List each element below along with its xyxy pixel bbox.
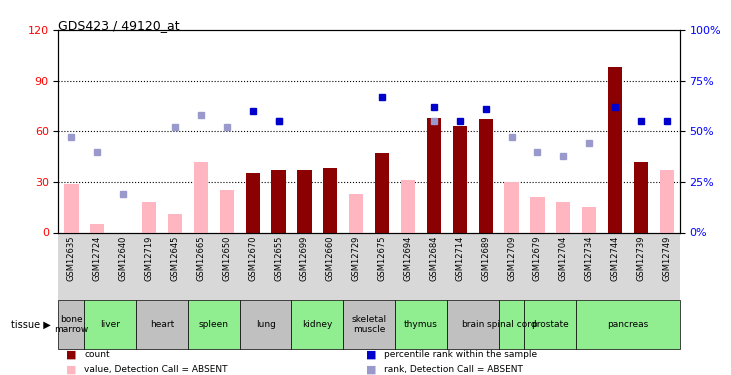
- Bar: [349, 194, 363, 232]
- Bar: [660, 170, 674, 232]
- Bar: [452, 126, 467, 232]
- Text: brain: brain: [461, 320, 485, 329]
- Text: spinal cord: spinal cord: [487, 320, 537, 329]
- Text: lung: lung: [256, 320, 276, 329]
- Bar: [401, 180, 415, 232]
- Text: count: count: [84, 350, 110, 359]
- Bar: [90, 224, 105, 232]
- Text: pancreas: pancreas: [607, 320, 648, 329]
- Bar: [64, 184, 78, 232]
- Text: ■: ■: [66, 364, 76, 374]
- Bar: [375, 153, 389, 232]
- Text: heart: heart: [150, 320, 174, 329]
- Bar: [479, 119, 493, 232]
- Text: skeletal
muscle: skeletal muscle: [352, 315, 387, 334]
- Bar: [530, 197, 545, 232]
- Bar: [168, 214, 182, 232]
- Text: liver: liver: [100, 320, 121, 329]
- Text: prostate: prostate: [531, 320, 569, 329]
- Bar: [194, 162, 208, 232]
- Bar: [504, 182, 519, 232]
- Bar: [219, 190, 234, 232]
- Bar: [142, 202, 156, 232]
- Text: ■: ■: [66, 350, 76, 359]
- Bar: [608, 67, 622, 232]
- Text: spleen: spleen: [199, 320, 229, 329]
- Text: ■: ■: [366, 350, 376, 359]
- Text: bone
marrow: bone marrow: [54, 315, 88, 334]
- Bar: [298, 170, 311, 232]
- Text: GDS423 / 49120_at: GDS423 / 49120_at: [58, 19, 180, 32]
- Text: value, Detection Call = ABSENT: value, Detection Call = ABSENT: [84, 365, 227, 374]
- Text: tissue ▶: tissue ▶: [12, 320, 51, 329]
- Bar: [323, 168, 338, 232]
- Bar: [246, 173, 260, 232]
- Text: kidney: kidney: [302, 320, 333, 329]
- Bar: [634, 162, 648, 232]
- Bar: [427, 118, 441, 232]
- Bar: [271, 170, 286, 232]
- Bar: [582, 207, 596, 232]
- Text: ■: ■: [366, 364, 376, 374]
- Text: thymus: thymus: [404, 320, 438, 329]
- Text: percentile rank within the sample: percentile rank within the sample: [384, 350, 537, 359]
- Bar: [556, 202, 570, 232]
- Text: rank, Detection Call = ABSENT: rank, Detection Call = ABSENT: [384, 365, 523, 374]
